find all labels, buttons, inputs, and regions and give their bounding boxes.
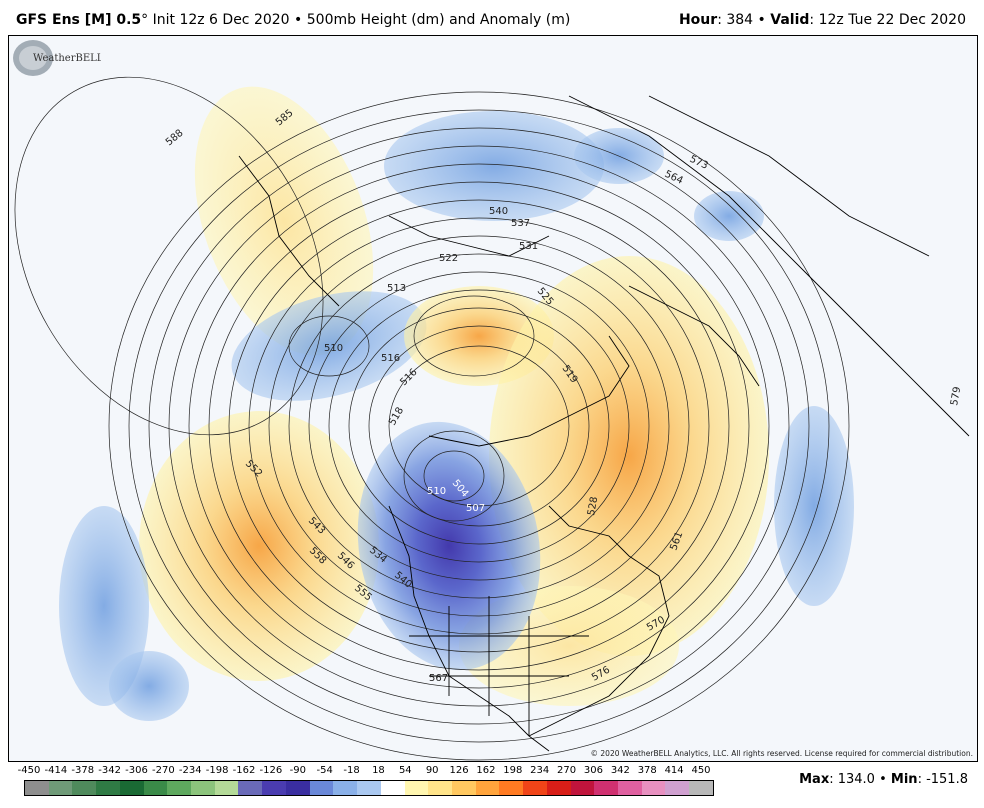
contour-label: 513: [387, 283, 406, 294]
contour-label: 528: [586, 496, 600, 517]
colorbar-tick-label: -18: [343, 765, 360, 776]
weatherbell-logo: WeatherBELL: [13, 40, 101, 76]
colorbar-swatch: [309, 781, 334, 795]
colorbar-swatch: [546, 781, 571, 795]
colorbar-tick-label: -414: [44, 765, 68, 776]
colorbar-swatch: [262, 781, 286, 795]
hour-label: Hour: [678, 12, 718, 28]
contour-label: 531: [519, 241, 538, 252]
colorbar-tick-label: -54: [316, 765, 333, 776]
polar-map: 588 585 573 564 540 537 531 522 513 510 …: [8, 35, 978, 762]
colorbar-tick-label: -450: [17, 765, 41, 776]
colorbar-tick-label: 162: [476, 765, 496, 776]
colorbar-tick-label: -270: [152, 765, 175, 776]
colorbar-swatch: [167, 781, 192, 795]
contour-label: 567: [429, 673, 448, 684]
colorbar-tick-label: 414: [664, 765, 684, 776]
anomaly-fields: [59, 86, 854, 721]
contour-label: 537: [511, 218, 530, 229]
valid-value: 12z Tue 22 Dec 2020: [818, 12, 966, 28]
contour-label: 516: [381, 353, 400, 364]
colorbar-tick-label: -126: [259, 765, 283, 776]
colorbar-tick-label: -306: [125, 765, 148, 776]
valid-label: Valid: [770, 12, 810, 28]
colorbar-swatch: [451, 781, 476, 795]
init-time: Init 12z 6 Dec 2020: [152, 12, 290, 28]
field-stats: Max: 134.0 • Min: -151.8: [799, 772, 968, 787]
height-contours: [14, 76, 850, 761]
colorbar-tick-label: -342: [98, 765, 121, 776]
colorbar-swatch: [475, 781, 500, 795]
colorbar-tick-label: 450: [691, 765, 711, 776]
colorbar-tick-label: -234: [178, 765, 202, 776]
colorbar-swatch: [357, 781, 381, 795]
colorbar-tick-label: 198: [503, 765, 523, 776]
colorbar-swatch: [214, 781, 239, 795]
contour-label: 507: [466, 503, 485, 514]
product-name: 500mb Height (dm) and Anomaly (m): [306, 12, 571, 28]
svg-text:WeatherBELL: WeatherBELL: [33, 53, 101, 64]
colorbar-tick-label: 126: [449, 765, 469, 776]
colorbar-swatch: [404, 781, 429, 795]
contour-label: 510: [324, 343, 343, 354]
bullet: •: [757, 12, 766, 28]
colorbar-swatch: [665, 781, 690, 795]
map-canvas: 588 585 573 564 540 537 531 522 513 510 …: [14, 76, 970, 761]
colorbar-swatch: [119, 781, 144, 795]
colorbar-swatch: [191, 781, 215, 795]
colorbar-tick-label: 378: [637, 765, 657, 776]
colorbar-swatch: [72, 781, 97, 795]
colorbar-tick-label: -90: [289, 765, 306, 776]
contour-label: 579: [949, 386, 963, 407]
colorbar-swatch: [25, 781, 49, 795]
contour-label: 540: [489, 206, 508, 217]
degree-symbol: °: [141, 12, 149, 28]
colorbar-swatch: [380, 781, 405, 795]
colorbar-swatch: [238, 781, 263, 795]
min-value: -151.8: [926, 772, 968, 787]
contour-label: 573: [688, 154, 710, 172]
chart-title: GFS Ens [M] 0.5° Init 12z 6 Dec 2020 • 5…: [16, 12, 570, 28]
hour-value: 384: [726, 12, 754, 28]
colorbar-swatch: [143, 781, 168, 795]
colorbar-tick-label: -378: [71, 765, 95, 776]
colorbar-swatch: [48, 781, 73, 795]
colorbar-tick-label: 90: [425, 765, 439, 776]
model-name: GFS Ens [M] 0.5: [16, 12, 142, 28]
colorbar-tick-label: -162: [232, 765, 256, 776]
contour-label: 518: [387, 405, 406, 427]
min-label: Min: [890, 772, 918, 787]
colorbar-tick-label: -198: [205, 765, 229, 776]
colorbar-tick-label: 270: [557, 765, 577, 776]
colorbar-swatch: [499, 781, 524, 795]
colorbar-swatch: [333, 781, 358, 795]
colorbar-swatch: [96, 781, 120, 795]
bullet: •: [879, 772, 887, 787]
colorbar-tick-label: 342: [610, 765, 630, 776]
colorbar-swatch: [641, 781, 666, 795]
contour-label: 564: [663, 169, 685, 187]
max-label: Max: [799, 772, 830, 787]
colorbar-tick-label: 18: [372, 765, 385, 776]
max-value: 134.0: [837, 772, 875, 787]
contour-label: 588: [164, 128, 186, 149]
colorbar-swatch: [617, 781, 642, 795]
contour-label: 510: [427, 486, 446, 497]
colorbar-tick-label: 234: [530, 765, 550, 776]
copyright-notice: © 2020 WeatherBELL Analytics, LLC. All r…: [590, 749, 973, 758]
colorbar: [24, 780, 714, 796]
contour-label: 522: [439, 253, 458, 264]
bullet: •: [294, 12, 303, 28]
colorbar-tick-label: 306: [583, 765, 604, 776]
colorbar-swatch: [285, 781, 310, 795]
colorbar-swatch: [689, 781, 713, 795]
colorbar-swatch: [428, 781, 452, 795]
colorbar-swatch: [570, 781, 595, 795]
valid-info: Hour: 384 • Valid: 12z Tue 22 Dec 2020: [678, 12, 966, 28]
colorbar-legend: -450 -414 -378 -342 -306 -270 -234 -198 -162 -126…: [12, 763, 714, 805]
coastlines: [238, 95, 970, 752]
colorbar-swatch: [594, 781, 618, 795]
colorbar-tick-label: 54: [398, 765, 412, 776]
colorbar-swatch: [523, 781, 547, 795]
